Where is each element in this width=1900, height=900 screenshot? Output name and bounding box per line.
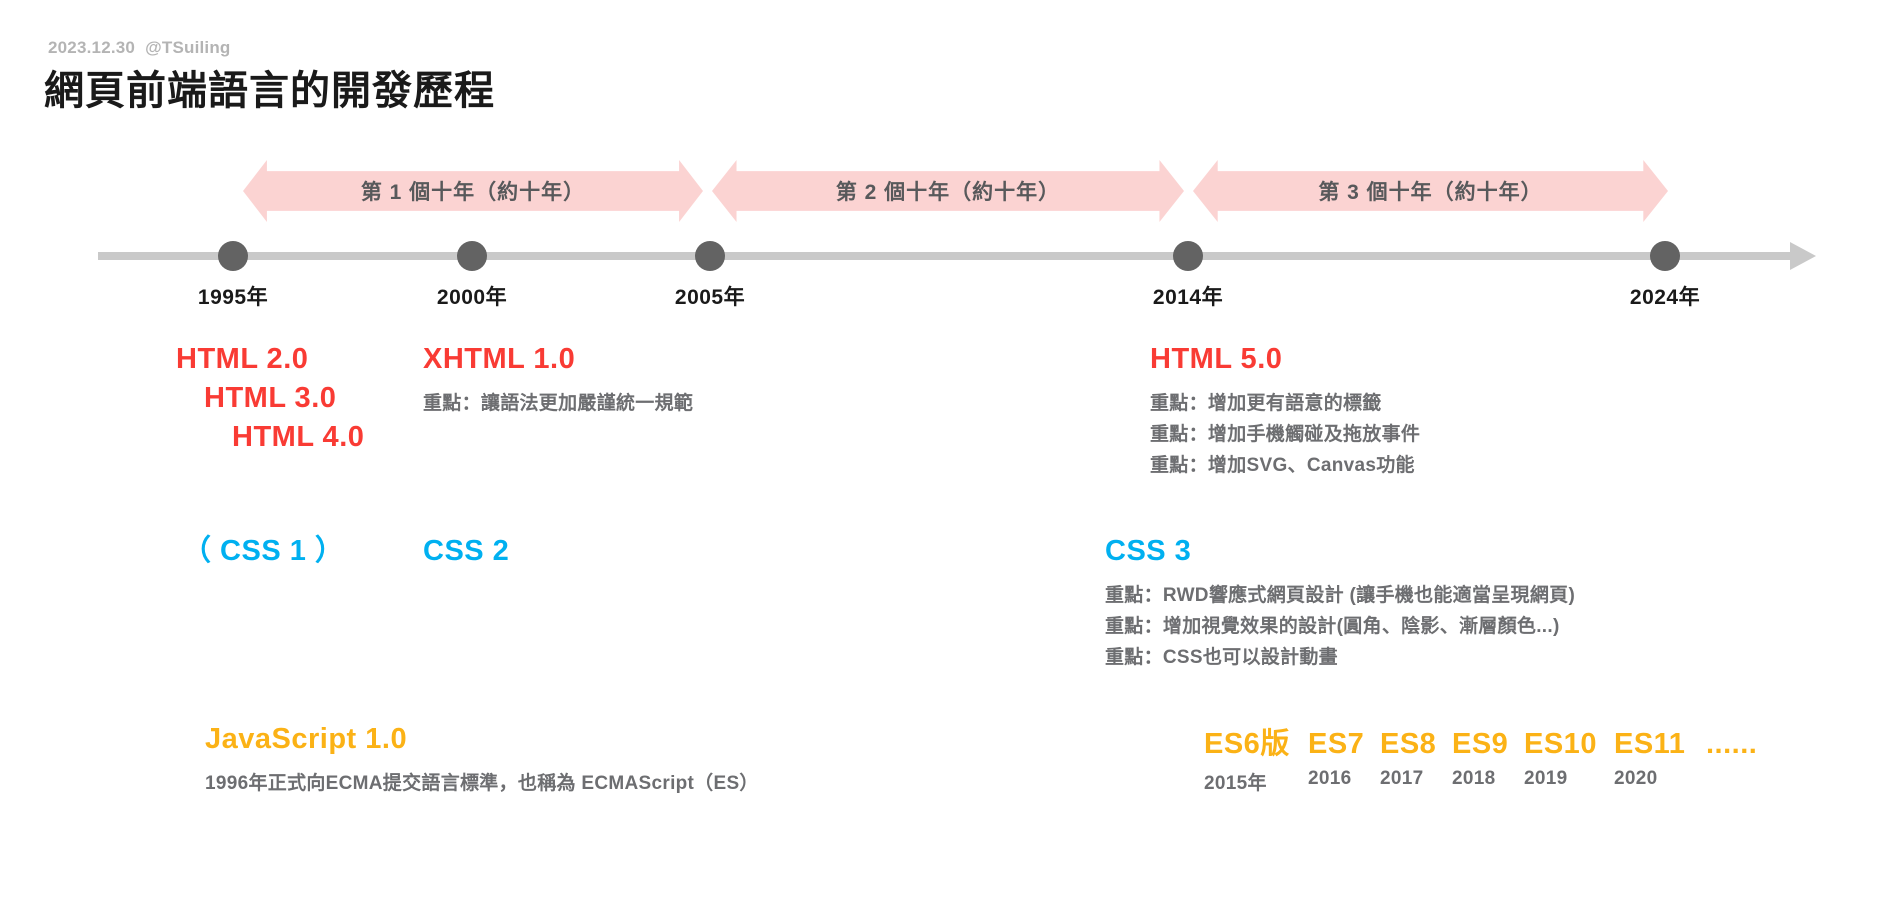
entry-title: CSS 3 [1105,535,1192,567]
entry-title: CSS 2 [423,535,510,567]
es-version-label: ES10 [1524,728,1597,760]
entry-note: 1996年正式向ECMA提交語言標準，也稱為 ECMAScript（ES） [205,773,759,795]
decade-band-label: 第 3 個十年（約十年） [1318,181,1543,204]
decade-band-label: 第 2 個十年（約十年） [835,181,1061,204]
entry-title: （ CSS 1 ） [182,535,345,567]
entry-css1: （ CSS 1 ） [182,532,344,571]
entry-note: 重點：CSS也可以設計動畫 [1105,646,1338,668]
timeline-year-label: 2005年 [674,286,746,309]
es-year-label: 2016 [1308,768,1352,789]
decade-band-3: 第 3 個十年（約十年） [1193,160,1668,222]
entry-note-list: 重點：增加更有語意的標籤 重點：增加手機觸碰及拖放事件 重點：增加SVG、Can… [1150,389,1420,481]
es-version-label: ES9 [1452,728,1509,760]
timeline-dot [1650,241,1680,271]
timeline-dot [1173,241,1203,271]
html-version-line: HTML 2.0 [176,343,309,375]
entry-note: 重點：增加手機觸碰及拖放事件 [1150,423,1421,445]
timeline-dot [457,241,487,271]
timeline-year-label: 2014年 [1152,286,1224,309]
entry-note: 重點：增加視覺效果的設計(圓角、陰影、漸層顏色...) [1105,615,1560,637]
es-version-row: ES6版 ES7 ES8 ES9 ES10 ES11...... [1204,720,1757,762]
page-title: 網頁前端語言的開發歷程 [44,69,495,113]
es-year-row: 2015年 2016 2017 2018 2019 2020 [1204,768,1757,795]
timeline-year-label: 2024年 [1629,286,1701,309]
timeline-year-label: 1995年 [197,286,269,309]
axis-arrowhead-icon [1790,242,1816,270]
html-version-line: HTML 3.0 [204,382,337,415]
entry-html5: HTML 5.0 重點：增加更有語意的標籤 重點：增加手機觸碰及拖放事件 重點：… [1150,340,1420,481]
entry-title: HTML 5.0 [1150,343,1283,375]
es-year-label: 2017 [1380,768,1424,789]
timeline-dot [695,241,725,271]
es-version-label: ES6版 [1204,728,1290,760]
es-version-label: ES8 [1380,728,1437,760]
es-year-label: 2020 [1614,768,1658,789]
entry-title: JavaScript 1.0 [205,723,408,755]
meta-line: 2023.12.30 @TSuiling [48,38,231,58]
es-version-label: ES7 [1308,728,1365,760]
entry-note-list: 重點：RWD響應式網頁設計 (讓手機也能適當呈現網頁) 重點：增加視覺效果的設計… [1105,581,1575,673]
entry-note: 重點：增加SVG、Canvas功能 [1150,454,1415,476]
entry-xhtml: XHTML 1.0 重點：讓語法更加嚴謹統一規範 [423,340,693,420]
decade-band-1: 第 1 個十年（約十年） [243,160,703,222]
timeline-dot [218,241,248,271]
timeline-axis [98,252,1798,260]
es-year-label: 2018 [1452,768,1496,789]
entry-note: 重點：RWD響應式網頁設計 (讓手機也能適當呈現網頁) [1105,585,1576,607]
decade-bands: 第 1 個十年（約十年） 第 2 個十年（約十年） 第 3 個十年（約十年） [0,160,1900,222]
decade-band-2: 第 2 個十年（約十年） [712,160,1184,222]
entry-note: 重點：增加更有語意的標籤 [1150,393,1382,415]
timeline-year-label: 2000年 [436,286,508,309]
entry-css2: CSS 2 [423,532,509,571]
es-version-label: ...... [1706,728,1758,760]
entry-html-early: HTML 2.0 HTML 3.0 HTML 4.0 [176,340,364,457]
es-year-label: 2015年 [1204,773,1267,794]
entry-css3: CSS 3 重點：RWD響應式網頁設計 (讓手機也能適當呈現網頁) 重點：增加視… [1105,532,1575,673]
author-handle: @TSuiling [145,38,231,57]
html-version-line: HTML 4.0 [232,421,365,454]
entry-javascript: JavaScript 1.0 1996年正式向ECMA提交語言標準，也稱為 EC… [205,720,759,800]
entry-note: 重點：讓語法更加嚴謹統一規範 [423,393,694,415]
entry-title: XHTML 1.0 [423,343,576,375]
es-year-label: 2019 [1524,768,1568,789]
date-label: 2023.12.30 [48,38,136,57]
decade-band-label: 第 1 個十年（約十年） [360,181,586,204]
es-version-label: ES11 [1614,728,1686,760]
entry-es-versions: ES6版 ES7 ES8 ES9 ES10 ES11...... 2015年 2016 201… [1204,720,1757,795]
